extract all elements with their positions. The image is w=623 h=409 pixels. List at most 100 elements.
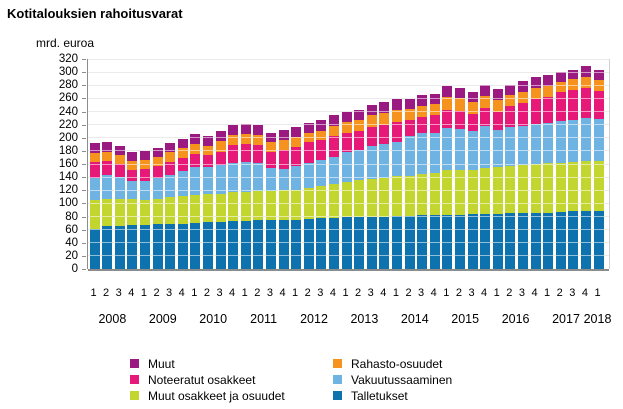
- bar-segment-muut-osakkeet-ja-osuudet: [417, 173, 428, 216]
- x-tick-label: 2: [405, 287, 412, 299]
- bar-segment-muut-osakkeet-ja-osuudet: [139, 200, 150, 226]
- bar-segment-noteeratut-osakkeet: [442, 109, 453, 128]
- y-tick-label: 20: [65, 249, 78, 262]
- bar-segment-rahasto-osuudet: [190, 144, 201, 155]
- y-tick-label: 60: [65, 223, 78, 236]
- bar-segment-muut-osakkeet-ja-osuudet: [530, 164, 541, 213]
- bar-segment-noteeratut-osakkeet: [454, 110, 465, 130]
- bar-segment-talletukset: [417, 215, 428, 269]
- bar-segment-vakuutussaaminen: [102, 175, 113, 199]
- bar-segment-talletukset: [580, 211, 591, 269]
- x-tick-label: 1: [90, 287, 97, 299]
- legend-swatch-icon: [333, 359, 342, 368]
- bar-segment-muut: [177, 139, 188, 149]
- bar-segment-rahasto-osuudet: [240, 133, 251, 144]
- gridline-overlay: [88, 216, 609, 217]
- bar-segment-talletukset: [517, 213, 528, 269]
- y-tick-mark: [82, 85, 86, 87]
- bar-segment-vakuutussaaminen: [429, 132, 440, 174]
- bar-segment-muut-osakkeet-ja-osuudet: [278, 190, 289, 220]
- bar-segment-rahasto-osuudet: [102, 151, 113, 161]
- bar-segment-vakuutussaaminen: [152, 178, 163, 199]
- bar-segment-muut: [152, 147, 163, 157]
- bar-segment-noteeratut-osakkeet: [165, 162, 176, 175]
- y-tick-mark: [82, 164, 86, 165]
- bar-segment-vakuutussaaminen: [202, 167, 213, 195]
- bar-segment-rahasto-osuudet: [454, 98, 465, 111]
- legend-label: Muut: [148, 357, 175, 371]
- x-tick-label: 2: [254, 287, 261, 299]
- x-tick-label: 2: [455, 287, 462, 299]
- bar-segment-rahasto-osuudet: [429, 104, 440, 116]
- y-tick-label: 220: [58, 118, 78, 131]
- bar-segment-talletukset: [316, 218, 327, 269]
- bar-segment-vakuutussaaminen: [580, 118, 591, 162]
- y-tick-mark: [82, 150, 86, 152]
- bar-segment-muut-osakkeet-ja-osuudet: [593, 160, 604, 211]
- bar-segment-noteeratut-osakkeet: [215, 151, 226, 165]
- x-axis-line: [88, 268, 609, 271]
- bar-segment-talletukset: [543, 212, 554, 269]
- bar-segment-vakuutussaaminen: [177, 170, 188, 197]
- y-tick-mark: [82, 177, 86, 179]
- gridline-overlay: [88, 111, 609, 112]
- bar-segment-talletukset: [593, 210, 604, 269]
- x-tick-label: 3: [569, 287, 576, 299]
- bar-segment-rahasto-osuudet: [354, 120, 365, 132]
- y-tick-label: 100: [58, 197, 78, 210]
- bar-segment-muut: [391, 99, 402, 111]
- bar-segment-muut-osakkeet-ja-osuudet: [429, 173, 440, 216]
- legend-label: Vakuutussaaminen: [351, 373, 453, 387]
- gridline-overlay: [88, 176, 609, 178]
- bar-segment-muut: [190, 134, 201, 145]
- bar-segment-noteeratut-osakkeet: [543, 97, 554, 124]
- bar-segment-muut: [480, 85, 491, 96]
- chart-title: Kotitalouksien rahoitusvarat: [7, 6, 183, 21]
- bar-segment-muut-osakkeet-ja-osuudet: [114, 198, 125, 227]
- x-tick-label: 1: [594, 287, 601, 299]
- bar-segment-vakuutussaaminen: [354, 150, 365, 181]
- bar-segment-rahasto-osuudet: [480, 95, 491, 109]
- legend-label: Rahasto-osuudet: [351, 357, 443, 371]
- bar-segment-muut: [341, 111, 352, 122]
- bar-segment-vakuutussaaminen: [517, 125, 528, 166]
- bar-segment-vakuutussaaminen: [215, 164, 226, 194]
- bar-segment-vakuutussaaminen: [265, 167, 276, 191]
- x-tick-label: 3: [216, 287, 223, 299]
- bar-segment-talletukset: [555, 211, 566, 269]
- bar-segment-muut: [114, 145, 125, 155]
- bar-segment-vakuutussaaminen: [114, 177, 125, 199]
- year-label: 2012: [300, 312, 328, 326]
- bar-segment-muut: [165, 143, 176, 153]
- legend-swatch-icon: [130, 391, 139, 400]
- bar-segment-vakuutussaaminen: [442, 127, 453, 170]
- bar-segment-noteeratut-osakkeet: [278, 149, 289, 169]
- bar-segment-muut-osakkeet-ja-osuudet: [291, 189, 302, 220]
- x-tick-label: 1: [292, 287, 299, 299]
- bar-segment-muut: [278, 129, 289, 140]
- bar-segment-vakuutussaaminen: [379, 144, 390, 179]
- bar-segment-muut-osakkeet-ja-osuudet: [265, 190, 276, 221]
- bar-segment-talletukset: [429, 215, 440, 269]
- y-tick-mark: [82, 242, 86, 244]
- year-label: 2017: [552, 312, 580, 326]
- bar-segment-muut: [127, 152, 138, 161]
- year-label: 2013: [350, 312, 379, 326]
- x-tick-label: 3: [418, 287, 425, 299]
- bar-segment-muut: [253, 124, 264, 136]
- bar-segment-talletukset: [89, 228, 100, 269]
- bar-segment-muut-osakkeet-ja-osuudet: [240, 191, 251, 222]
- bar-segment-muut-osakkeet-ja-osuudet: [215, 193, 226, 223]
- legend-swatch-icon: [333, 375, 342, 384]
- bar-segment-muut-osakkeet-ja-osuudet: [316, 186, 327, 219]
- bar-segment-talletukset: [568, 211, 579, 269]
- x-tick-label: 2: [506, 287, 513, 299]
- bar-segment-vakuutussaaminen: [303, 163, 314, 189]
- x-tick-label: 1: [241, 287, 248, 299]
- bar-segment-noteeratut-osakkeet: [240, 143, 251, 163]
- bar-segment-muut: [102, 141, 113, 152]
- x-tick-label: 1: [544, 287, 551, 299]
- bar-segment-rahasto-osuudet: [404, 108, 415, 121]
- bar-segment-muut: [328, 115, 339, 126]
- year-label: 2014: [400, 312, 429, 326]
